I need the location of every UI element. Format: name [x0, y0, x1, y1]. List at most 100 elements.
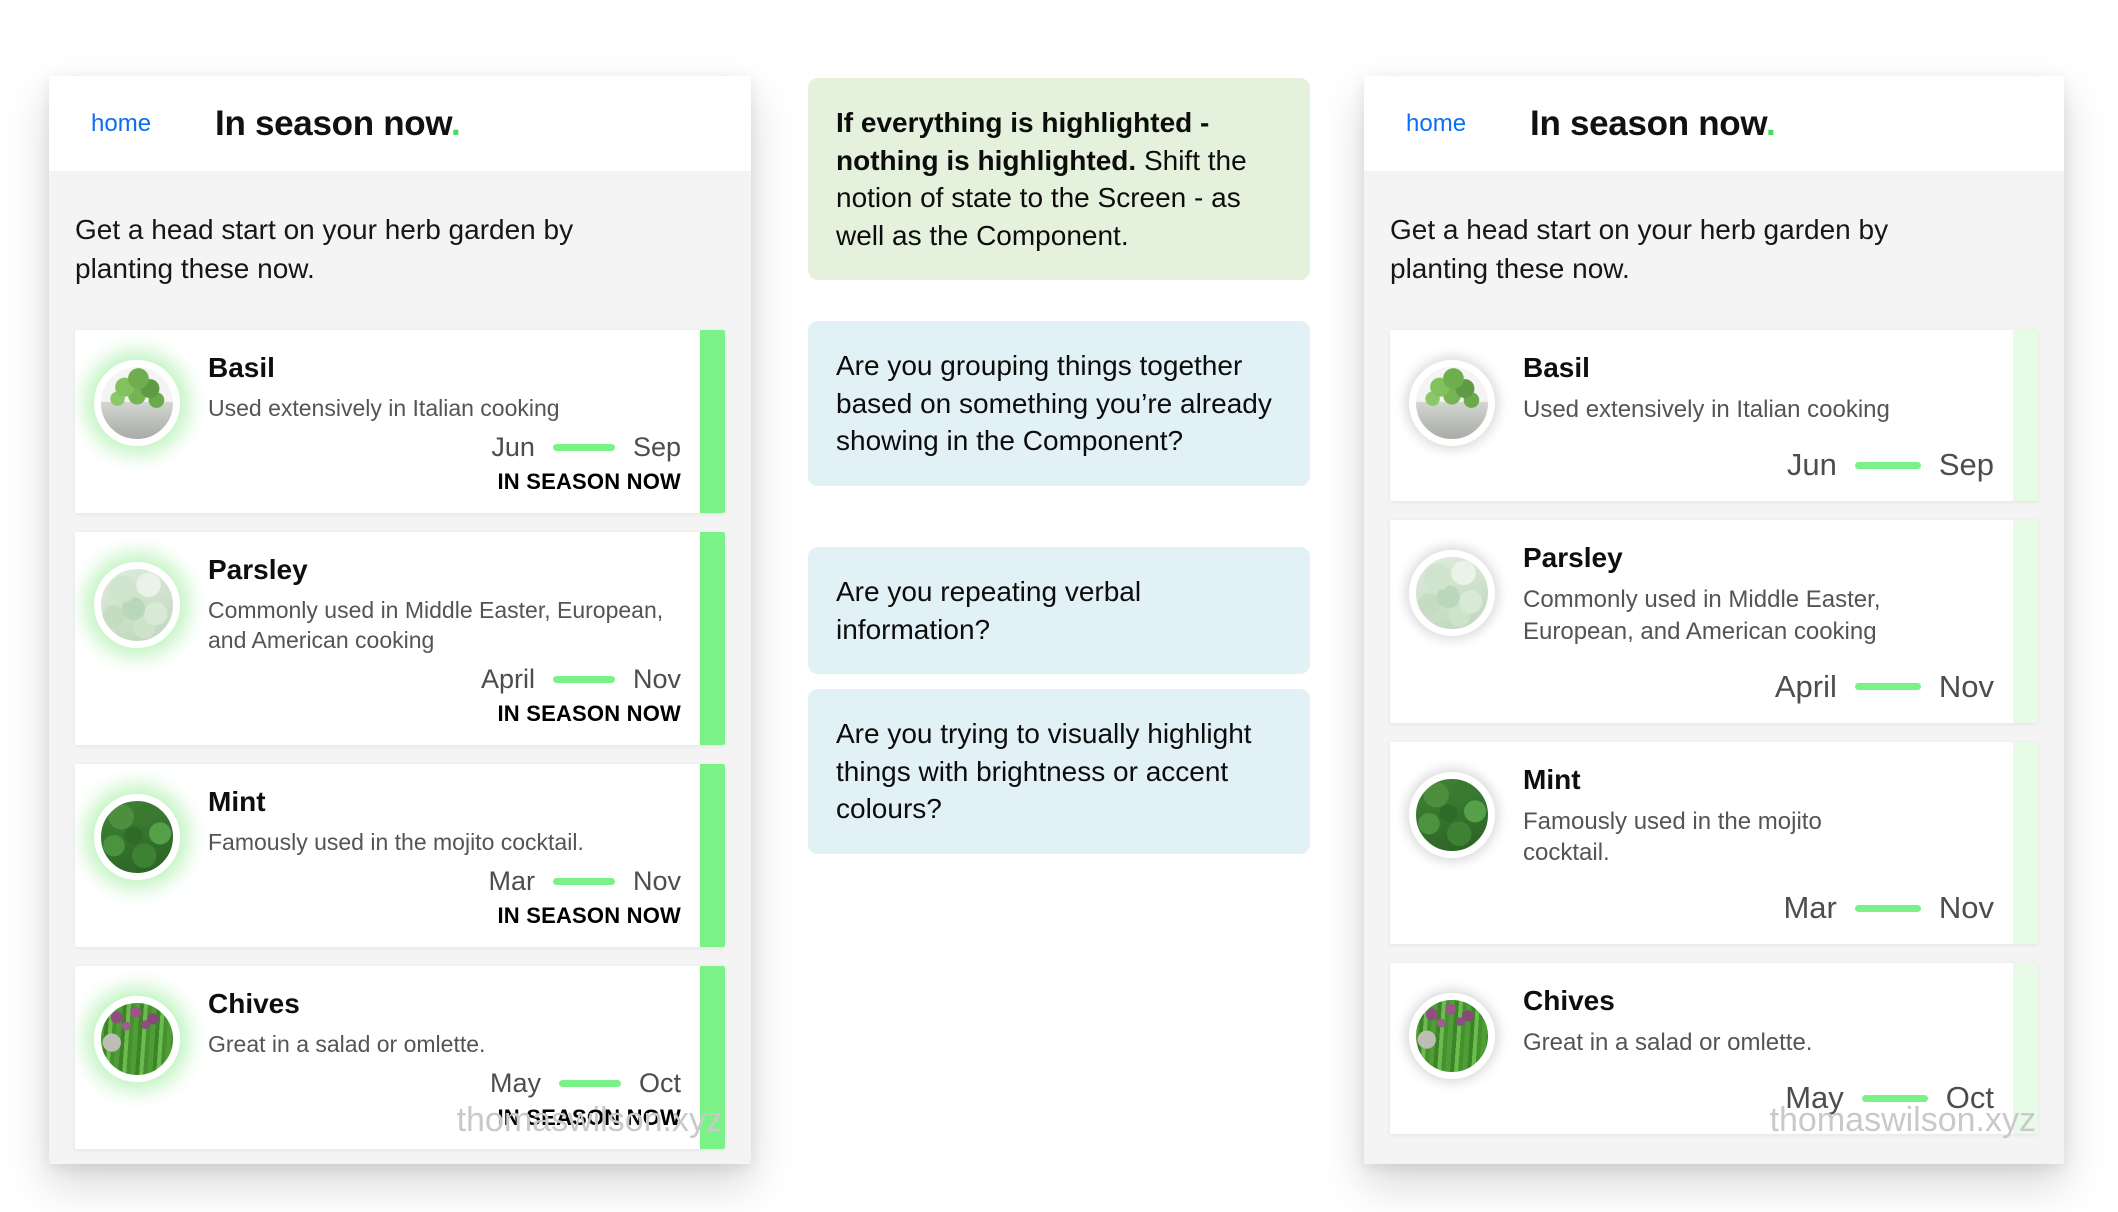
title-accent-dot: . — [1766, 103, 1776, 143]
season-line — [552, 877, 615, 885]
annotation-bold-text: If everything is highlighted - nothing i… — [836, 107, 1210, 176]
season-range: Mar Nov — [1523, 890, 1994, 926]
in-season-badge: IN SEASON NOW — [497, 902, 681, 928]
herb-name: Basil — [1523, 352, 1590, 384]
herb-card[interactable]: Mint Famously used in the mojito cocktai… — [75, 763, 725, 947]
annotation-question-verbal: Are you repeating verbal information? — [808, 547, 1310, 675]
season-start-month: May — [1785, 1080, 1844, 1116]
basil-photo — [94, 360, 180, 447]
season-line — [552, 444, 615, 452]
season-range: April Nov — [1523, 669, 1994, 705]
phone-right-header: home In season now. — [1364, 76, 2064, 171]
phone-mockup-left: home In season now. Get a head start on … — [49, 76, 751, 1164]
page-title-text: In season now — [215, 103, 452, 143]
season-range: Jun Sep — [1523, 447, 1994, 483]
chives-photo — [1409, 993, 1495, 1080]
in-season-badge: IN SEASON NOW — [497, 700, 681, 726]
herb-name: Parsley — [208, 554, 308, 586]
herb-name: Chives — [1523, 985, 1615, 1017]
intro-text: Get a head start on your herb garden by … — [1390, 214, 1889, 284]
herb-card-list: Basil Used extensively in Italian cookin… — [1390, 330, 2038, 1135]
season-range: Mar Nov — [208, 866, 681, 897]
chives-photo — [94, 995, 180, 1082]
season-highlight-bar — [2013, 520, 2038, 723]
page-title-text: In season now — [1530, 103, 1767, 143]
season-line — [1854, 683, 1921, 691]
herb-card[interactable]: Parsley Commonly used in Middle Easter, … — [75, 532, 725, 745]
season-line — [1854, 461, 1921, 469]
herb-card-content: Chives Great in a salad or omlette. May … — [208, 986, 681, 1131]
season-line — [1861, 1094, 1928, 1102]
herb-card-content: Basil Used extensively in Italian cookin… — [1523, 350, 1994, 483]
season-end-month: Nov — [632, 865, 681, 896]
herb-card[interactable]: Basil Used extensively in Italian cookin… — [1390, 330, 2038, 502]
herb-description: Commonly used in Middle Easter, European… — [1523, 586, 1881, 645]
site-watermark: thomaswilson.xyz — [456, 1101, 723, 1139]
season-line — [552, 675, 615, 683]
season-highlight-bar — [2013, 741, 2038, 945]
parsley-photo — [94, 562, 180, 649]
home-link[interactable]: home — [1406, 109, 1467, 137]
herb-name: Mint — [208, 785, 266, 817]
season-end-month: Oct — [1945, 1080, 1994, 1116]
season-highlight-bar — [2013, 330, 2038, 502]
parsley-photo — [1409, 550, 1495, 637]
season-highlight-bar — [2013, 963, 2038, 1135]
herb-name: Mint — [1523, 763, 1581, 795]
herb-card[interactable]: Parsley Commonly used in Middle Easter, … — [1390, 520, 2038, 723]
page-title: In season now. — [215, 103, 461, 144]
herb-name: Chives — [208, 987, 300, 1019]
herb-card[interactable]: Chives Great in a salad or omlette. May … — [75, 965, 725, 1149]
page-title: In season now. — [1530, 103, 1776, 144]
season-start-month: Jun — [1786, 447, 1837, 483]
season-highlight-bar — [700, 330, 725, 514]
mint-photo — [94, 793, 180, 880]
season-highlight-bar — [700, 763, 725, 947]
home-link[interactable]: home — [91, 109, 152, 137]
season-highlight-bar — [700, 965, 725, 1149]
herb-description: Famously used in the mojito cocktail. — [208, 828, 584, 855]
season-range: April Nov — [208, 664, 681, 695]
season-range: May Oct — [1523, 1080, 1994, 1116]
season-line — [558, 1079, 621, 1087]
site-watermark: thomaswilson.xyz — [1769, 1101, 2036, 1139]
season-end-month: Nov — [1938, 890, 1994, 926]
phone-mockup-right: home In season now. Get a head start on … — [1364, 76, 2064, 1164]
herb-card-content: Chives Great in a salad or omlette. May … — [1523, 983, 1994, 1116]
season-end-month: Sep — [632, 432, 681, 463]
herb-description: Great in a salad or omlette. — [208, 1030, 486, 1057]
herb-card-list: Basil Used extensively in Italian cookin… — [75, 330, 725, 1149]
basil-photo — [1409, 360, 1495, 447]
season-end-month: Nov — [632, 663, 681, 694]
herb-description: Used extensively in Italian cooking — [1523, 396, 1890, 424]
mint-photo — [1409, 771, 1495, 858]
annotation-rest-text: Shift the notion of state to the Screen … — [836, 144, 1247, 251]
season-line — [1854, 904, 1921, 912]
season-highlight-bar — [700, 532, 725, 745]
herb-card[interactable]: Chives Great in a salad or omlette. May … — [1390, 963, 2038, 1135]
herb-card-content: Parsley Commonly used in Middle Easter, … — [208, 552, 681, 727]
season-start-month: May — [489, 1067, 541, 1098]
herb-description: Great in a salad or omlette. — [1523, 1029, 1813, 1057]
annotation-question-grouping: Are you grouping things together based o… — [808, 321, 1310, 486]
season-range: May Oct — [208, 1068, 681, 1099]
herb-card[interactable]: Basil Used extensively in Italian cookin… — [75, 330, 725, 514]
season-start-month: April — [1774, 668, 1837, 704]
phone-left-header: home In season now. — [49, 76, 751, 171]
herb-card-content: Parsley Commonly used in Middle Easter, … — [1523, 540, 1994, 704]
herb-name: Basil — [208, 352, 275, 384]
phone-left-body: Get a head start on your herb garden by … — [49, 171, 751, 1149]
herb-card-content: Mint Famously used in the mojito cocktai… — [1523, 762, 1994, 926]
season-start-month: Mar — [1783, 890, 1837, 926]
annotation-question-brightness: Are you trying to visually highlight thi… — [808, 689, 1310, 854]
season-range: Jun Sep — [208, 432, 681, 463]
herb-name: Parsley — [1523, 542, 1623, 574]
herb-card-content: Mint Famously used in the mojito cocktai… — [208, 784, 681, 929]
herb-card[interactable]: Mint Famously used in the mojito cocktai… — [1390, 741, 2038, 945]
herb-description: Used extensively in Italian cooking — [208, 395, 560, 422]
herb-description: Famously used in the mojito cocktail. — [1523, 807, 1822, 866]
phone-right-body: Get a head start on your herb garden by … — [1364, 171, 2064, 1135]
in-season-badge: IN SEASON NOW — [497, 469, 681, 495]
season-end-month: Oct — [638, 1067, 681, 1098]
season-start-month: Jun — [491, 432, 535, 463]
